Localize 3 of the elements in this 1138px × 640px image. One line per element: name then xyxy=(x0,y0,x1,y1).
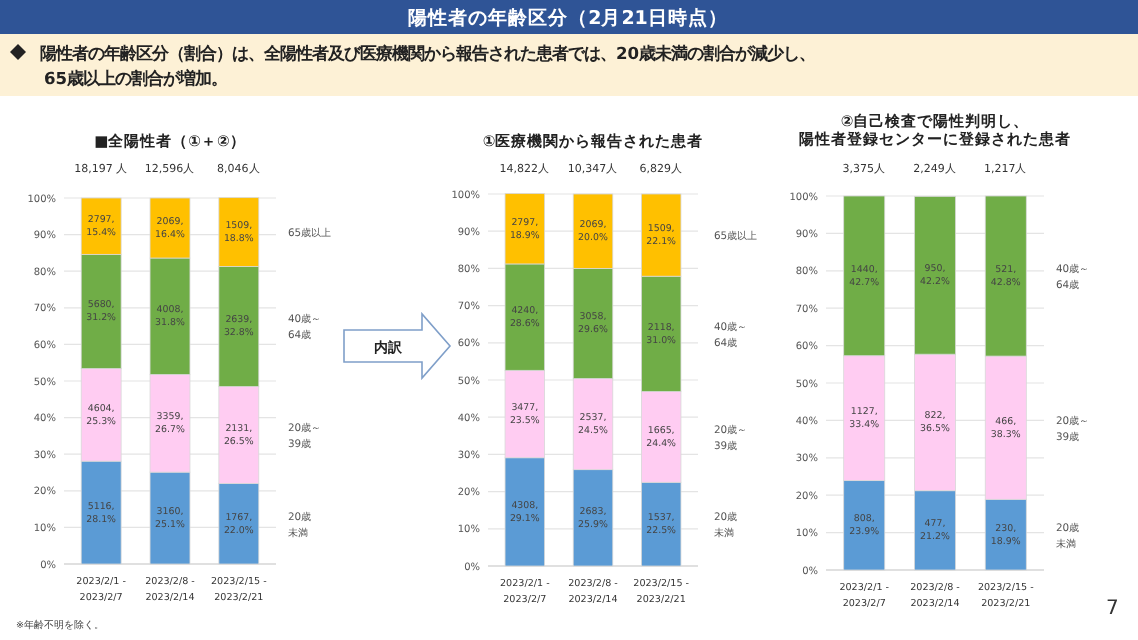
text: 陽性者の年齢区分（2月21日時点） xyxy=(408,6,728,30)
text: 陽性者の年齢区分（割合）は、全陽性者及び医療機関から報告された患者では、20歳未満の割合が減少し、65歳以上の割合が増加。 xyxy=(40,43,816,88)
text: 7 xyxy=(1106,598,1119,620)
